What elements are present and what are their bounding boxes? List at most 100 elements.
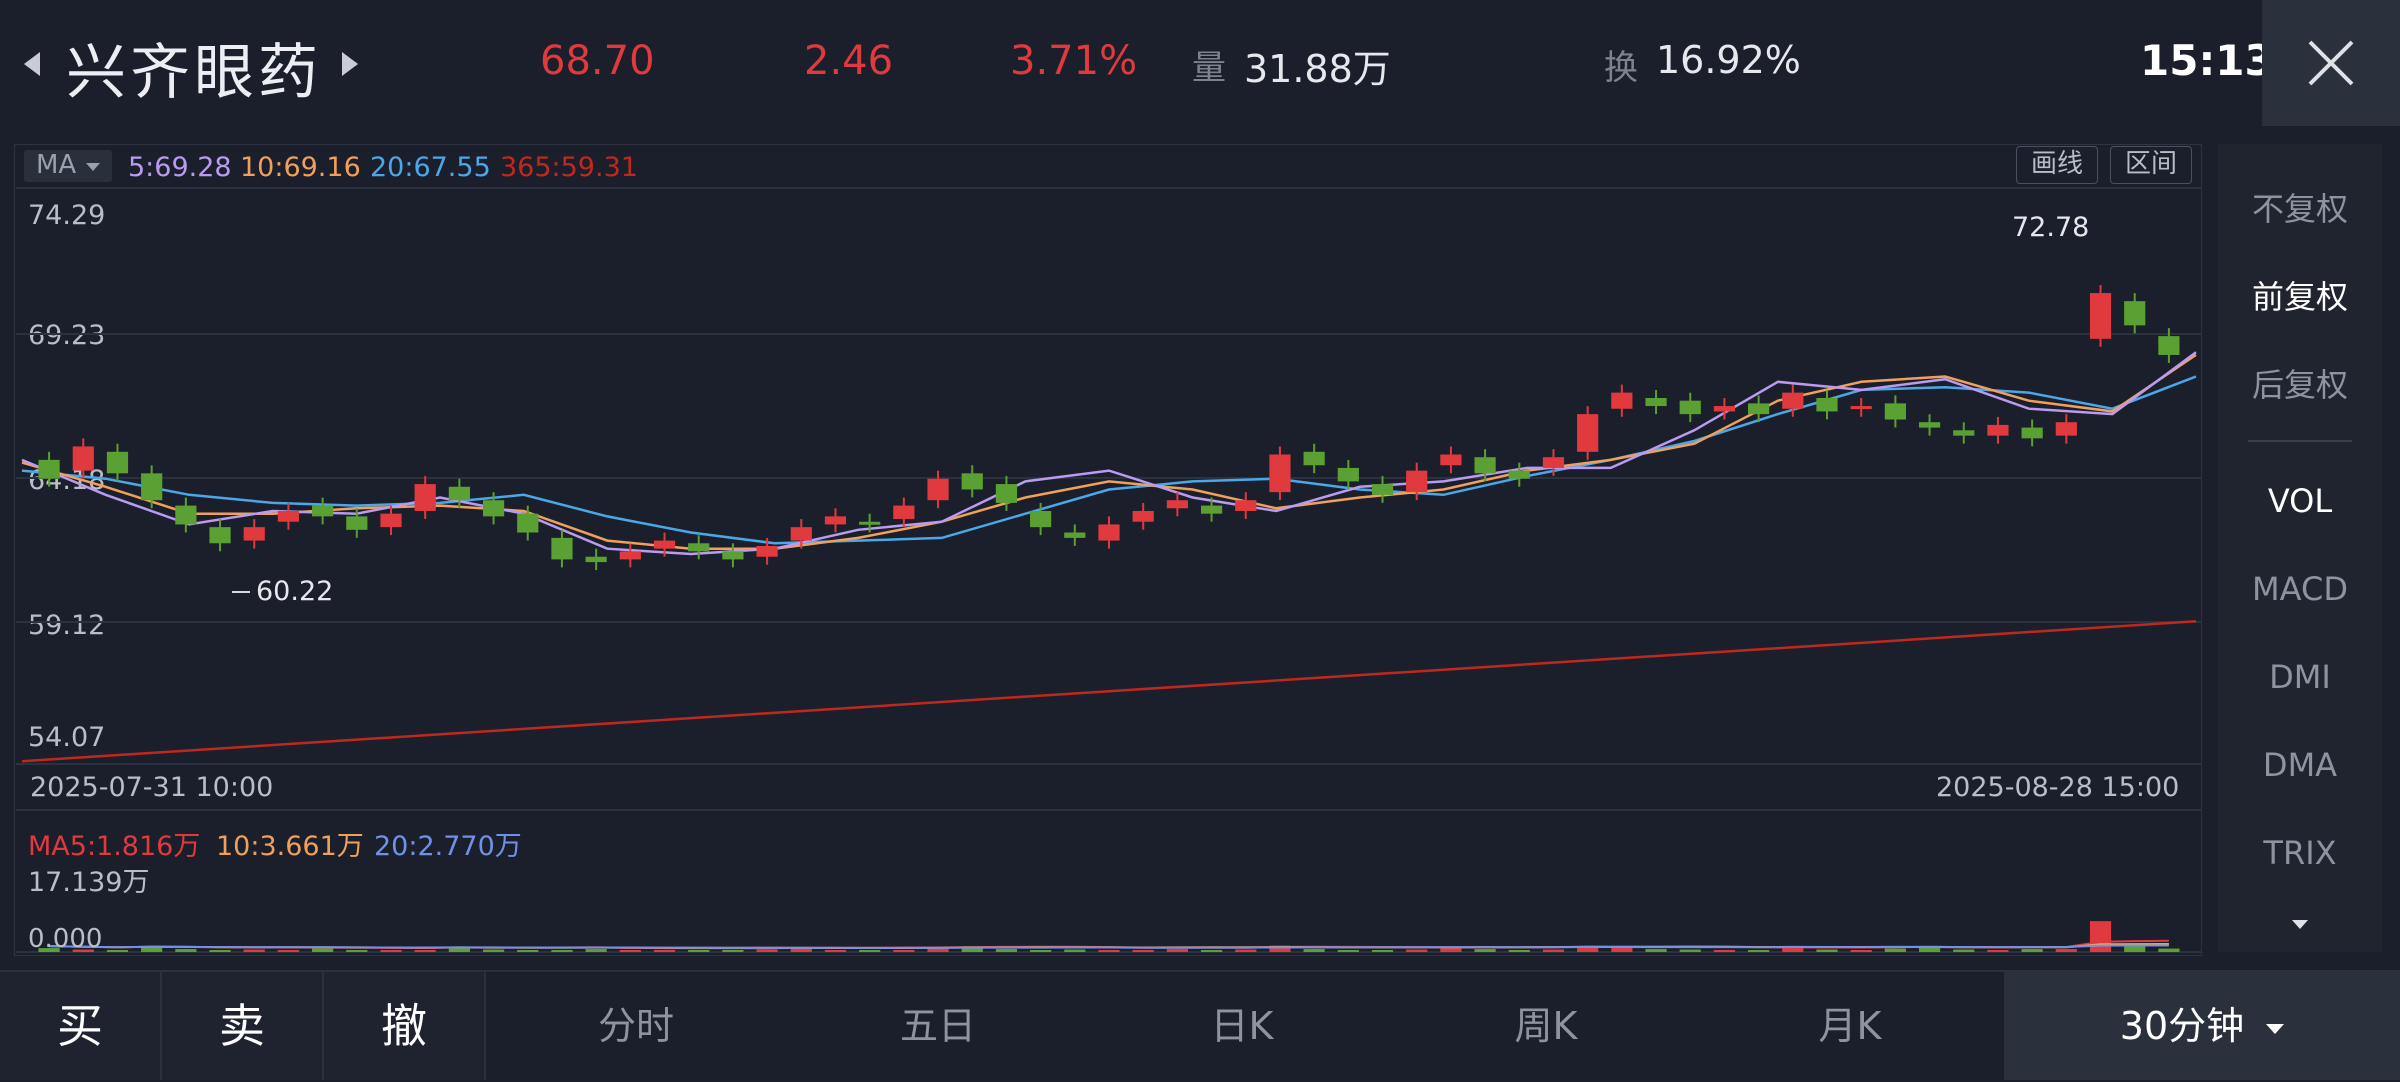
candle-body	[1337, 467, 1359, 482]
period-selector-30min[interactable]: 30分钟	[2004, 972, 2400, 1080]
volume-bar	[653, 950, 676, 952]
volume-bar	[1098, 950, 1120, 952]
volume-bar	[1748, 950, 1770, 952]
volume-bar	[1474, 949, 1496, 952]
vol-ma5-value: MA5:1.816万	[28, 831, 201, 862]
candle-body	[72, 446, 94, 471]
next-stock-arrow-icon[interactable]	[342, 52, 358, 76]
tab-monthly-k[interactable]: 月K	[1818, 1004, 1882, 1048]
volume-bar	[1542, 949, 1565, 952]
kline-chart[interactable]	[0, 0, 2210, 960]
volume-bar	[209, 950, 231, 952]
candle-body	[38, 459, 60, 479]
candle-body	[1269, 454, 1291, 493]
volume-bar	[756, 949, 778, 952]
volume-bar	[585, 949, 607, 952]
candle-body	[1200, 505, 1223, 514]
volume-bar	[1884, 948, 1906, 952]
ma-indicator-selector[interactable]: MA	[24, 150, 112, 182]
candle-body	[312, 505, 334, 517]
price-axis-label: 59.12	[28, 610, 106, 641]
tab-intraday[interactable]: 分时	[597, 1004, 674, 1048]
volume-bar	[2021, 949, 2043, 952]
volume-bar	[1166, 949, 1188, 952]
tab-five-day[interactable]: 五日	[899, 1004, 976, 1048]
candle-body	[1679, 400, 1701, 415]
candle-body	[1030, 510, 1052, 528]
volume-bar	[2055, 949, 2077, 952]
current-price: 68.70	[540, 38, 655, 84]
candle-body	[824, 516, 847, 525]
candle-body	[1713, 406, 1736, 412]
chart-frame	[14, 144, 2202, 956]
volume-bar	[1816, 949, 1838, 952]
candle-body	[1440, 454, 1462, 466]
clock-time: 15:13	[2140, 36, 2274, 85]
candle-body	[209, 527, 231, 544]
side-item-dma[interactable]: DMA	[2262, 746, 2338, 784]
volume-bar	[1269, 945, 1291, 952]
volume-bar	[72, 949, 94, 952]
range-button[interactable]: 区间	[2110, 146, 2192, 184]
tab-weekly-k[interactable]: 周K	[1514, 1004, 1578, 1048]
low-price-marker: 60.22	[256, 576, 334, 607]
candle-body	[1748, 403, 1770, 415]
volume-bar	[1303, 949, 1325, 952]
ma5-value: 5:69.28	[128, 152, 232, 183]
more-indicators-arrow-icon[interactable]	[2292, 920, 2308, 929]
candle-body	[1166, 500, 1188, 509]
volume-bar	[722, 950, 744, 952]
draw-line-button[interactable]: 画线	[2016, 146, 2098, 184]
turnover-label: 换	[1604, 48, 1638, 88]
side-item-forward-adjust[interactable]: 前复权	[2251, 278, 2348, 316]
side-item-backward-adjust[interactable]: 后复权	[2251, 366, 2348, 404]
volume-bar	[312, 948, 334, 952]
candle-body	[585, 556, 607, 563]
side-item-no-adjust[interactable]: 不复权	[2251, 190, 2348, 228]
buy-button[interactable]: 买	[0, 972, 162, 1080]
candle-body	[756, 545, 778, 557]
volume-bar	[859, 950, 881, 952]
volume-bar	[1645, 949, 1667, 952]
candle-body	[722, 551, 744, 560]
volume-bar	[175, 949, 197, 952]
side-item-macd[interactable]: MACD	[2252, 570, 2348, 608]
header-bar	[0, 0, 2400, 126]
prev-stock-arrow-icon[interactable]	[24, 52, 40, 76]
volume-bar	[1782, 947, 1804, 952]
close-button[interactable]	[2262, 0, 2400, 126]
volume-bar	[1679, 949, 1701, 952]
vol-zero-label: 0.000	[28, 924, 103, 954]
sell-button[interactable]: 卖	[162, 972, 324, 1080]
indicator-side-panel: 不复权 前复权 后复权 VOL MACD DMI DMA TRIX	[2218, 144, 2382, 952]
candle-body	[688, 543, 710, 552]
side-item-trix[interactable]: TRIX	[2263, 834, 2337, 872]
end-date-label: 2025-08-28 15:00	[1936, 772, 2180, 803]
candle-body	[277, 510, 300, 522]
candle-body	[1918, 422, 1941, 428]
ma-selector-label: MA	[36, 150, 77, 180]
candle-body	[1987, 424, 2009, 436]
volume-bar	[346, 950, 368, 952]
volume-bar	[688, 950, 710, 952]
volume-bar	[824, 950, 847, 952]
candle-body	[653, 540, 676, 549]
candle-body	[1098, 524, 1120, 541]
candle-body	[448, 486, 470, 501]
chevron-down-icon	[86, 163, 100, 171]
candle-body	[243, 527, 265, 541]
ma365-line	[21, 620, 2197, 763]
side-item-dmi[interactable]: DMI	[2269, 658, 2331, 696]
vol-ma20-line	[49, 944, 2169, 949]
candle-body	[106, 451, 129, 474]
candle-body	[893, 505, 915, 520]
candle-body	[1577, 414, 1599, 452]
tab-daily-k[interactable]: 日K	[1210, 1004, 1274, 1048]
volume-bar	[1235, 949, 1257, 952]
price-change: 2.46	[804, 38, 894, 84]
side-divider	[2248, 440, 2352, 442]
candle-body	[1474, 457, 1496, 474]
cancel-order-button[interactable]: 撤	[324, 972, 486, 1080]
side-item-vol[interactable]: VOL	[2267, 482, 2333, 520]
price-change-percent: 3.71%	[1010, 38, 1138, 84]
